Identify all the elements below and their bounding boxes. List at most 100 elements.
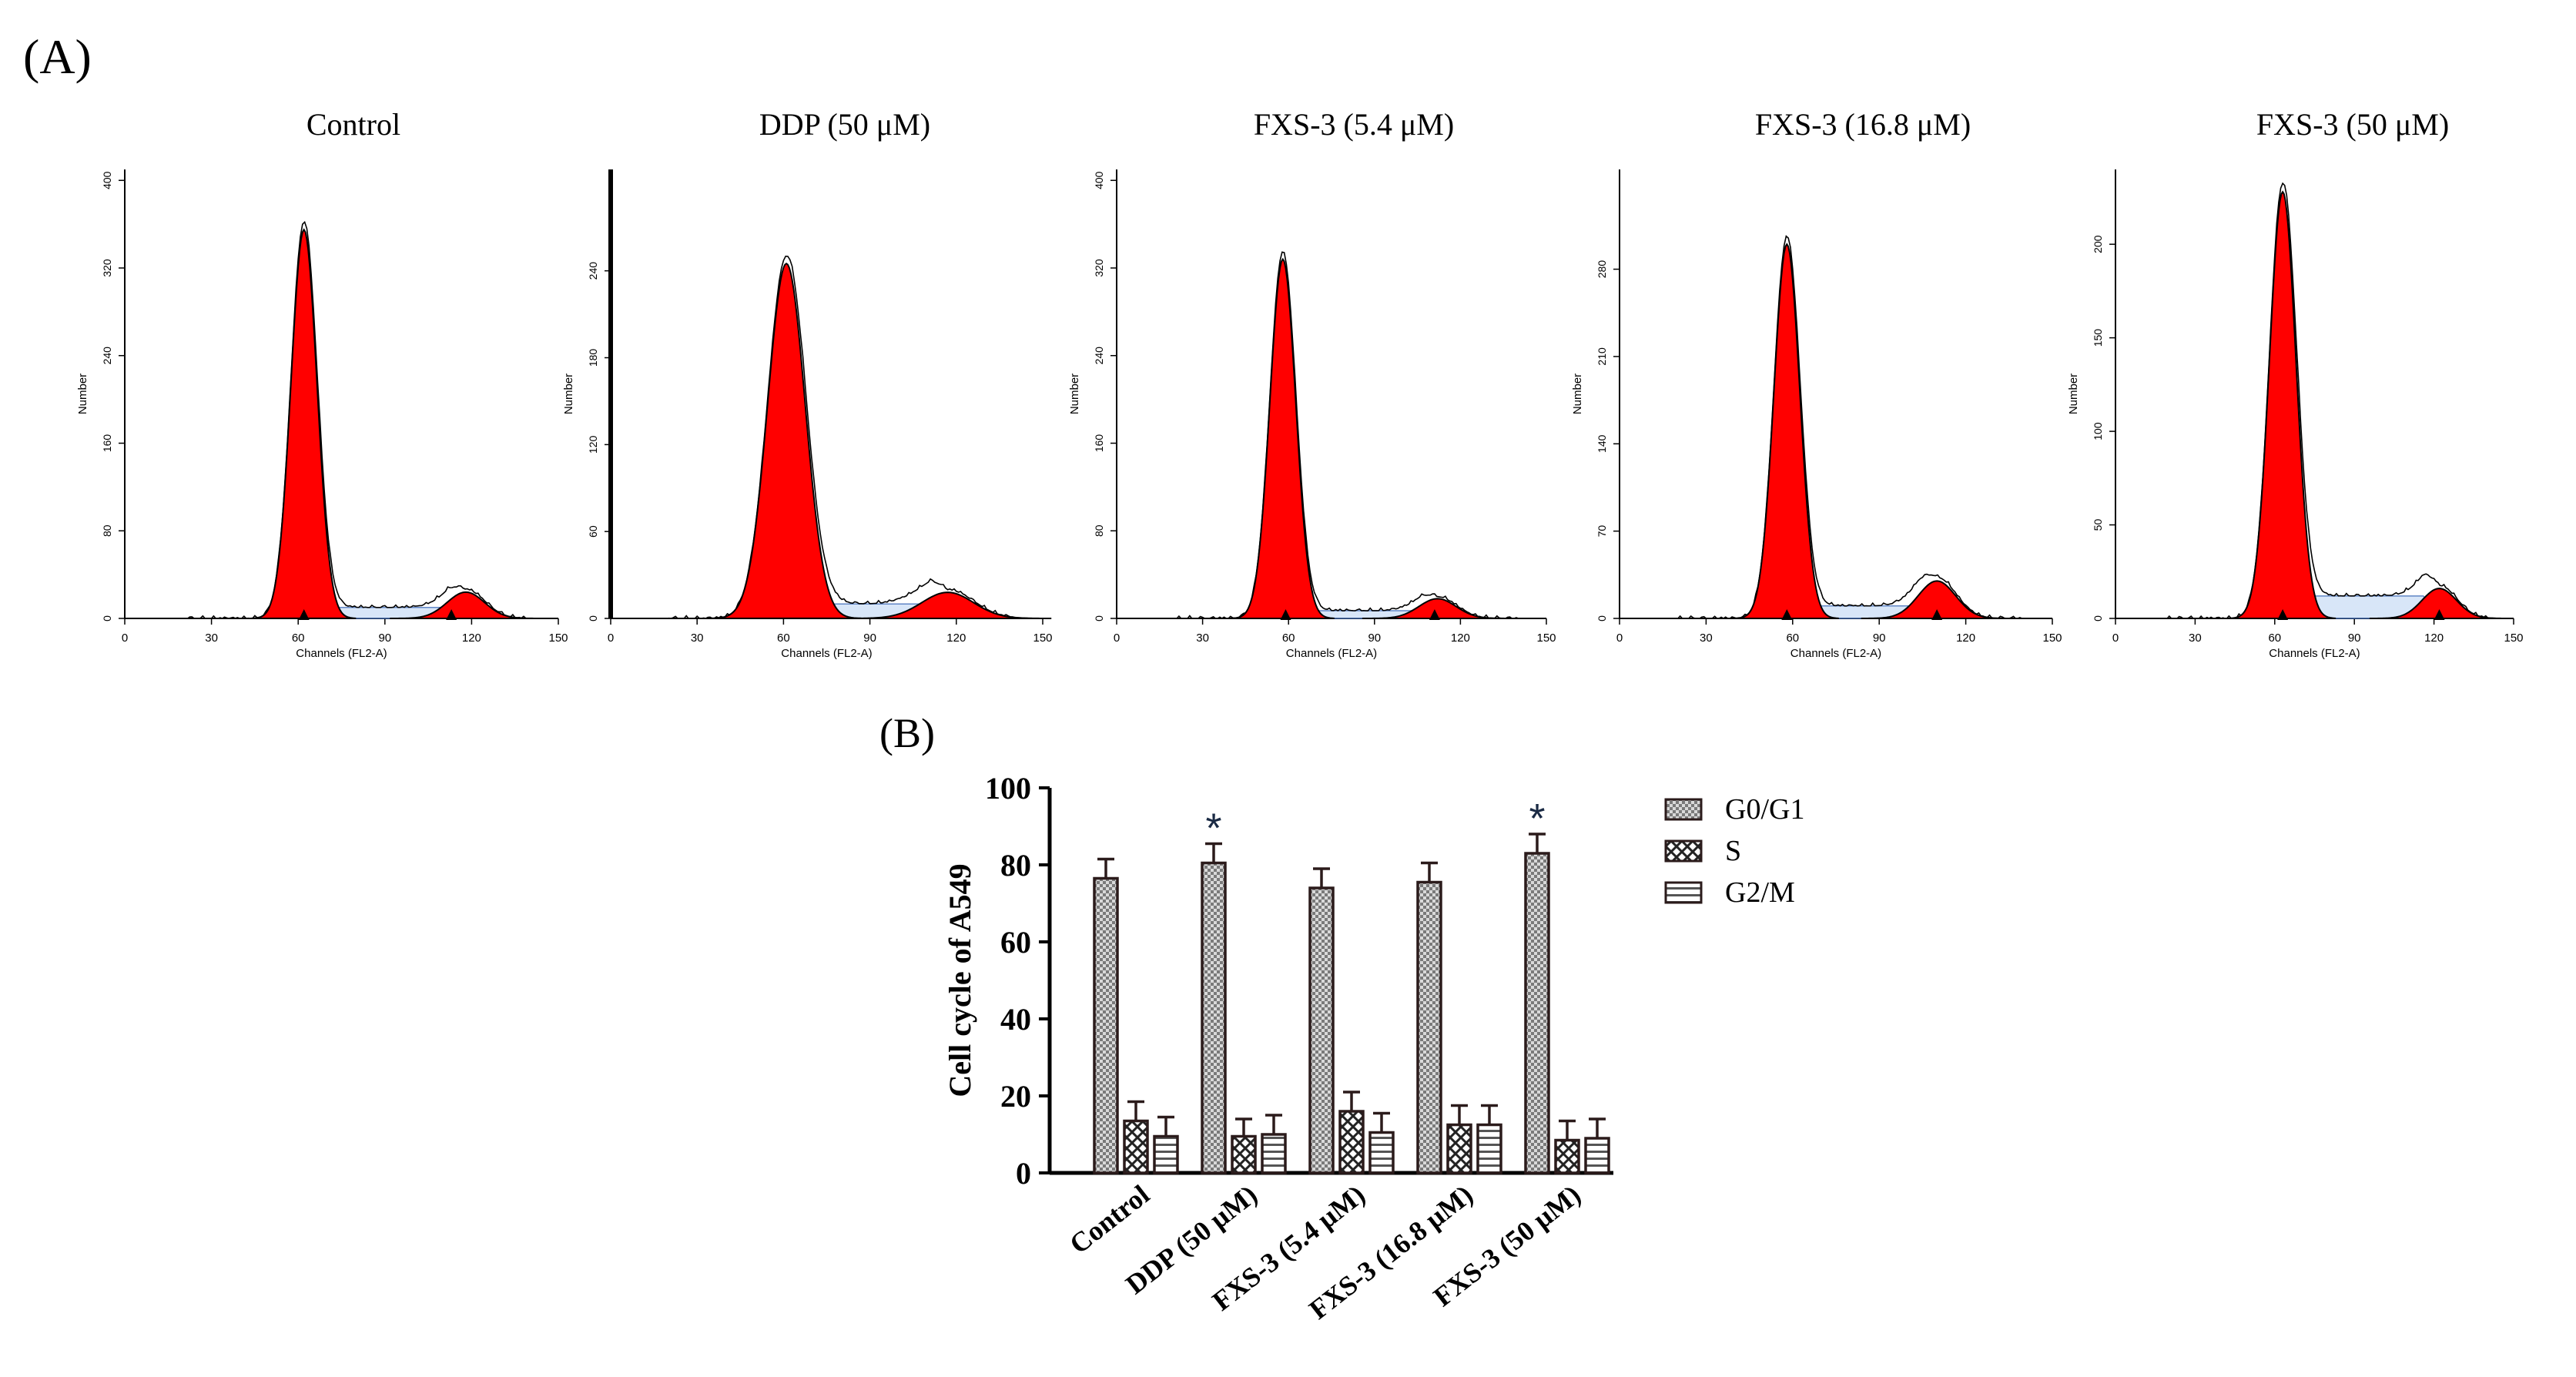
bar-s — [1123, 1119, 1149, 1174]
x-tick-label: 60 — [292, 632, 305, 645]
y-tick-label: 0 — [101, 615, 113, 621]
x-axis-label: Channels (FL2-A) — [296, 647, 387, 660]
y-tick-label: 100 — [2092, 422, 2104, 441]
x-tick-label: 30 — [691, 632, 704, 645]
x-tick-label: 90 — [1368, 632, 1381, 645]
legend-swatch-g0-g1 — [1664, 798, 1703, 821]
bar-y-tick-label: 20 — [1000, 1079, 1031, 1114]
bar-g0-g1 — [1201, 861, 1227, 1174]
peak-marker — [1280, 609, 1291, 620]
x-tick-label: 30 — [2189, 632, 2202, 645]
x-tick-label: 0 — [1114, 632, 1120, 645]
y-tick-label: 160 — [101, 434, 113, 453]
x-tick-label: 60 — [1282, 632, 1295, 645]
y-tick-label: 80 — [1093, 524, 1105, 537]
g1-peak — [1230, 257, 1335, 620]
y-tick-label: 80 — [101, 524, 113, 537]
x-tick-label: 150 — [1033, 632, 1052, 645]
bar-g0-g1 — [1093, 876, 1119, 1174]
y-axis-label: Number — [1571, 374, 1584, 414]
histogram-panel-2: DDP (50 μM) 0 60 120 180 240 0 30 60 90 120 150 Chan… — [562, 107, 1053, 660]
g1-peak — [710, 263, 862, 620]
x-tick-label: 120 — [462, 632, 481, 645]
bar-g0-g1 — [1524, 852, 1550, 1174]
y-tick-label: 200 — [2092, 235, 2104, 253]
y-tick-label: 0 — [587, 615, 599, 621]
x-axis-label: Channels (FL2-A) — [1790, 647, 1881, 660]
peak-marker — [1429, 609, 1440, 620]
panel-a-label: (A) — [23, 29, 92, 84]
bar-g0-g1 — [1416, 880, 1442, 1174]
bar-g2-m — [1368, 1131, 1395, 1174]
y-tick-label: 240 — [1093, 347, 1105, 365]
histogram-title: Control — [307, 107, 400, 142]
bar-g2-m — [1261, 1133, 1287, 1174]
x-tick-label: 60 — [777, 632, 790, 645]
bar-s — [1231, 1134, 1257, 1174]
histogram-title: DDP (50 μM) — [759, 107, 930, 142]
peak-marker — [1931, 609, 1943, 620]
y-tick-label: 280 — [1596, 260, 1608, 279]
x-tick-label: 30 — [205, 632, 218, 645]
raw-trace — [1620, 235, 2052, 619]
x-tick-label: 90 — [863, 632, 876, 645]
x-tick-label: 90 — [1873, 632, 1886, 645]
flow-histograms: Control 0 80 160 240 320 400 0 30 60 90 120 150 Chann… — [76, 107, 2524, 660]
x-tick-label: 150 — [1536, 632, 1556, 645]
x-tick-label: 0 — [2112, 632, 2119, 645]
x-tick-label: 120 — [2424, 632, 2444, 645]
peak-marker — [298, 609, 310, 620]
bar-y-tick-label: 80 — [1000, 848, 1031, 883]
histogram-panel-3: FXS-3 (5.4 μM) 0 80 160 240 320 400 0 30 60 90 120 1… — [1068, 107, 1556, 660]
y-axis-label: Number — [2067, 374, 2080, 414]
peak-marker — [2434, 609, 2445, 620]
bar-g2-m — [1476, 1123, 1502, 1174]
y-tick-label: 50 — [2092, 519, 2104, 531]
histogram-title: FXS-3 (16.8 μM) — [1755, 107, 1971, 142]
bar-y-tick-label: 100 — [985, 771, 1031, 806]
legend-label: S — [1725, 835, 1741, 867]
bar-s — [1446, 1123, 1472, 1174]
x-tick-label: 0 — [608, 632, 614, 645]
histogram-title: FXS-3 (5.4 μM) — [1254, 107, 1454, 142]
x-axis-label: Channels (FL2-A) — [781, 647, 872, 660]
y-tick-label: 320 — [1093, 259, 1105, 277]
x-tick-label: 60 — [2268, 632, 2281, 645]
bar-g2-m — [1584, 1137, 1610, 1174]
x-axis-label: Channels (FL2-A) — [1286, 647, 1377, 660]
y-tick-label: 0 — [2092, 615, 2104, 621]
bar-g0-g1 — [1308, 886, 1335, 1174]
g1-peak — [251, 228, 357, 620]
bar-s — [1554, 1138, 1580, 1174]
x-tick-label: 0 — [122, 632, 128, 645]
y-tick-label: 240 — [101, 347, 113, 365]
g1-peak — [1734, 243, 1839, 620]
bar-y-tick-label: 40 — [1000, 1002, 1031, 1037]
y-axis-label: Number — [1068, 374, 1081, 414]
y-tick-label: 240 — [587, 262, 599, 280]
bar-y-tick-label: 0 — [1016, 1156, 1031, 1191]
x-tick-label: 30 — [1196, 632, 1209, 645]
y-tick-label: 180 — [587, 349, 599, 367]
x-tick-label: 150 — [2042, 632, 2062, 645]
bar-category-label: Control — [1064, 1179, 1155, 1260]
peak-marker — [446, 609, 457, 620]
y-tick-label: 70 — [1596, 525, 1608, 538]
g2-peak — [2369, 588, 2509, 620]
bar-s — [1338, 1110, 1365, 1174]
bar-legend: G0/G1 S G2/M — [1664, 793, 1804, 909]
histogram-title: FXS-3 (50 μM) — [2256, 107, 2449, 142]
y-axis-label: Number — [562, 374, 575, 414]
raw-trace — [125, 220, 558, 619]
histogram-panel-5: FXS-3 (50 μM) 0 50 100 150 200 0 30 60 90 120 150 Ch… — [2067, 107, 2524, 660]
y-tick-label: 210 — [1596, 347, 1608, 366]
histogram-panel-1: Control 0 80 160 240 320 400 0 30 60 90 120 150 Chann… — [76, 107, 568, 660]
legend-swatch-g2-m — [1664, 881, 1703, 904]
significance-star: * — [1205, 806, 1221, 852]
y-tick-label: 150 — [2092, 329, 2104, 347]
legend-label: G0/G1 — [1725, 793, 1804, 826]
y-tick-label: 60 — [587, 525, 599, 538]
x-tick-label: 120 — [946, 632, 966, 645]
x-tick-label: 90 — [2348, 632, 2361, 645]
y-tick-label: 0 — [1596, 615, 1608, 621]
